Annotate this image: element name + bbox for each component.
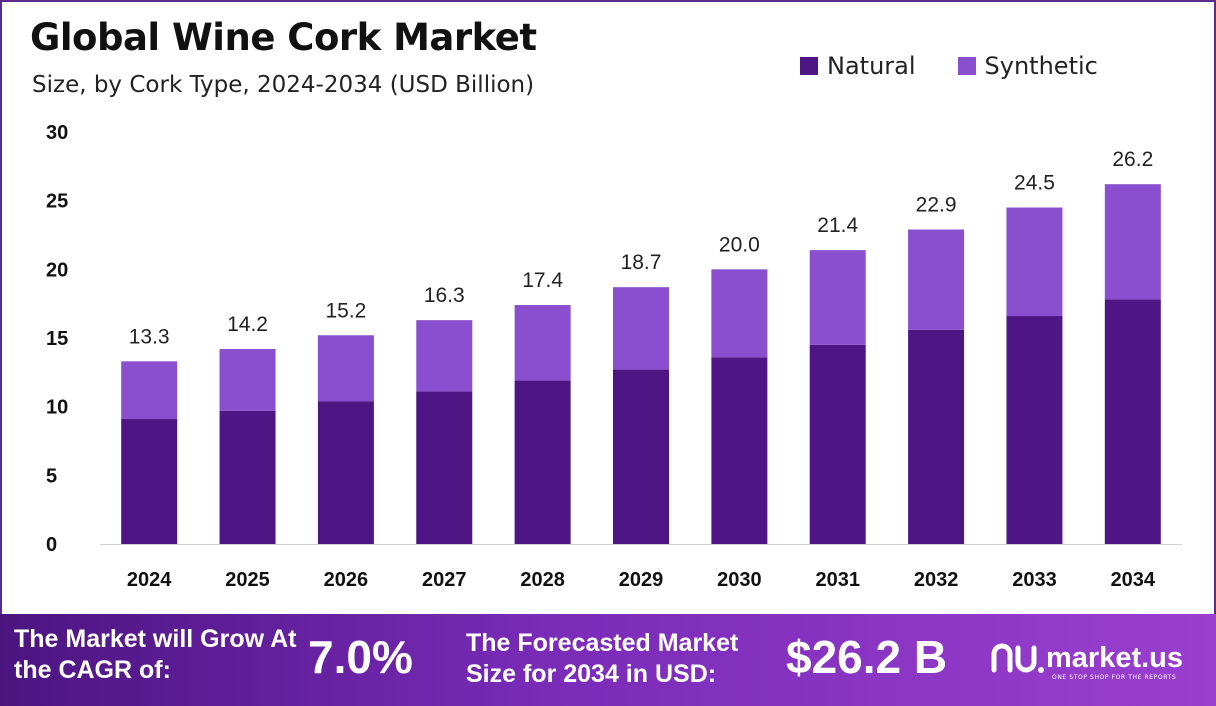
y-tick-label: 0	[46, 534, 57, 556]
data-label-2032: 22.9	[916, 194, 957, 217]
data-label-2034: 26.2	[1112, 148, 1153, 171]
bar-natural-2029	[613, 369, 669, 544]
data-label-2033: 24.5	[1014, 172, 1055, 195]
bar-natural-2024	[121, 419, 178, 544]
y-tick-label: 5	[46, 465, 57, 487]
data-label-2029: 18.7	[621, 251, 662, 274]
bar-synthetic-2027	[416, 320, 473, 392]
bar-natural-2028	[514, 380, 571, 544]
bar-natural-2027	[416, 391, 473, 544]
bar-natural-2034	[1104, 299, 1161, 544]
bar-synthetic-2028	[514, 305, 571, 381]
y-tick-label: 10	[46, 397, 68, 419]
forecast-value: $26.2 B	[786, 631, 948, 683]
cagr-value: 7.0%	[308, 631, 413, 683]
brand-logo: market.us ONE STOP SHOP FOR THE REPORTS	[990, 640, 1184, 681]
bar-synthetic-2025	[219, 348, 276, 411]
y-tick-label: 20	[46, 259, 68, 281]
y-tick-label: 30	[46, 122, 68, 144]
brand-name: market.us	[1046, 641, 1184, 674]
bar-synthetic-2026	[317, 335, 374, 402]
legend-swatch-synthetic	[957, 57, 976, 75]
data-label-2030: 20.0	[719, 233, 760, 256]
bar-natural-2033	[1006, 316, 1063, 544]
x-tick-label-2027: 2027	[422, 569, 467, 591]
x-tick-label-2033: 2033	[1012, 569, 1057, 591]
x-tick-label-2026: 2026	[324, 569, 369, 591]
market-us-logo-icon	[991, 643, 1044, 673]
y-tick-label: 15	[46, 328, 68, 350]
x-tick-label-2029: 2029	[619, 569, 664, 591]
bar-synthetic-2024	[121, 361, 178, 420]
bar-natural-2032	[908, 329, 965, 544]
bar-natural-2030	[711, 357, 768, 544]
chart-title: Global Wine Cork Market	[30, 16, 537, 59]
bar-synthetic-2031	[809, 250, 866, 345]
data-label-2026: 15.2	[325, 299, 366, 322]
data-label-2031: 21.4	[817, 214, 858, 237]
y-tick-label: 25	[46, 191, 68, 213]
legend-label-natural: Natural	[827, 52, 916, 80]
legend-swatch-natural	[800, 57, 818, 75]
bar-synthetic-2030	[711, 269, 768, 358]
chart-subtitle: Size, by Cork Type, 2024-2034 (USD Billi…	[32, 72, 535, 98]
bar-synthetic-2032	[908, 229, 965, 330]
cagr-text: The Market will Grow At the CAGR of:	[14, 625, 297, 684]
x-tick-label-2030: 2030	[717, 569, 762, 591]
bar-synthetic-2033	[1006, 207, 1063, 317]
x-tick-label-2034: 2034	[1111, 569, 1156, 591]
data-label-2027: 16.3	[424, 284, 465, 307]
forecast-text: The Forecasted Market Size for 2034 in U…	[466, 629, 739, 688]
legend: Natural Synthetic	[800, 52, 1140, 80]
bar-synthetic-2034	[1104, 184, 1161, 300]
x-tick-label-2028: 2028	[520, 569, 565, 591]
x-tick-label-2032: 2032	[914, 569, 959, 591]
brand-tagline: ONE STOP SHOP FOR THE REPORTS	[1052, 674, 1177, 681]
data-label-2024: 13.3	[129, 325, 170, 348]
data-label-2025: 14.2	[227, 313, 268, 336]
bar-chart: 05101520253013.3202414.2202515.2202616.3…	[46, 122, 1182, 591]
bar-synthetic-2029	[613, 287, 669, 370]
bar-natural-2025	[219, 410, 276, 544]
x-tick-label-2024: 2024	[127, 569, 172, 591]
legend-item-natural: Natural	[800, 52, 916, 80]
x-tick-label-2025: 2025	[225, 569, 270, 591]
x-tick-label-2031: 2031	[815, 569, 860, 591]
legend-label-synthetic: Synthetic	[984, 52, 1098, 80]
data-label-2028: 17.4	[522, 269, 563, 292]
bar-natural-2031	[809, 344, 866, 544]
bar-natural-2026	[317, 401, 374, 544]
footer-banner: The Market will Grow At the CAGR of: 7.0…	[0, 614, 1216, 706]
legend-item-synthetic: Synthetic	[957, 52, 1098, 80]
